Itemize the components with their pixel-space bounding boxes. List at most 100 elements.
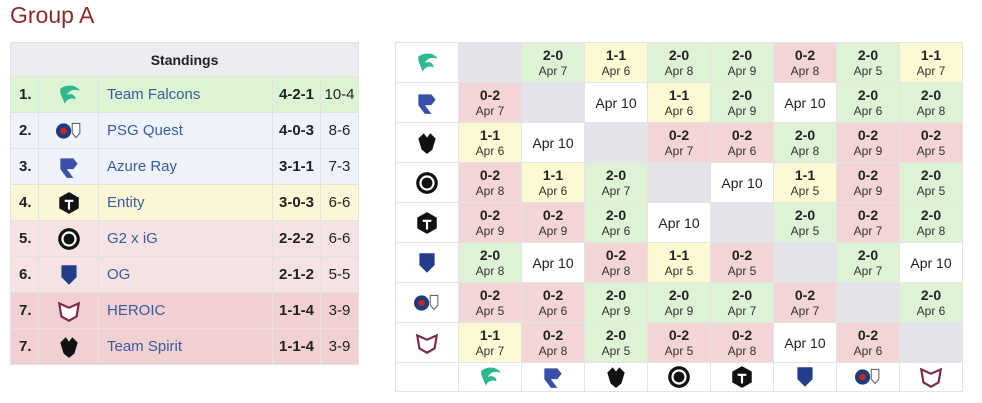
logo-cell [38,76,99,113]
rank: 1. [10,76,39,113]
match-score: 0-2 [794,46,816,63]
match-cell: Apr 10 [521,122,585,163]
map-score: 3-9 [319,328,360,365]
match-cell: 2-0 Apr 7 [584,162,648,203]
team-name[interactable]: OG [98,256,273,293]
team-name[interactable]: HEROIC [98,292,273,329]
team-name[interactable]: PSG Quest [98,112,273,149]
row-logo [395,282,459,323]
team-logo [418,93,436,114]
rank: 4. [10,184,39,221]
match-cell: 0-2 Apr 8 [773,42,837,83]
match-cell: 0-2 Apr 6 [836,322,900,363]
match-score: 1-1 [479,326,501,343]
match-cell: 2-0 Apr 8 [899,202,963,243]
match-score: 1-1 [668,246,690,263]
match-date: Apr 10 [532,254,574,271]
match-score: 2-0 [605,326,627,343]
team-logo [855,368,880,385]
match-cell: 0-2 Apr 7 [647,122,711,163]
match-date: Apr 6 [853,103,883,118]
match-date: Apr 10 [784,94,826,111]
match-date: Apr 9 [727,103,757,118]
match-score: 2-0 [857,86,879,103]
team-logo [419,252,435,273]
team-logo [417,211,437,234]
match-score: 0-2 [731,126,753,143]
match-date: Apr 10 [658,214,700,231]
logo-cell [38,256,99,293]
match-score: 0-2 [920,126,942,143]
match-cell: 2-0 Apr 7 [521,42,585,83]
team-name[interactable]: Azure Ray [98,148,273,185]
match-cell: 0-2 Apr 5 [647,322,711,363]
match-score: 2-0 [605,206,627,223]
logo-cell [38,184,99,221]
standings-row: 6. OG 2-1-2 5-5 [10,256,360,293]
match-date: Apr 7 [475,343,505,358]
team-name[interactable]: G2 x iG [98,220,273,257]
crosstable-row: 1-1 Apr 6 Apr 10 0-2 Apr 7 0-2 Apr 6 2-0 Apr 8 0-… [395,122,963,163]
rank: 2. [10,112,39,149]
match-cell: 1-1 Apr 7 [899,42,963,83]
row-logo [395,42,459,83]
match-date: Apr 5 [790,223,820,238]
match-date: Apr 7 [538,63,568,78]
record: 4-0-3 [272,112,321,149]
match-date: Apr 8 [790,63,820,78]
row-logo [395,202,459,243]
match-cell: 2-0 Apr 7 [710,282,774,323]
match-score: 0-2 [542,206,564,223]
match-score: 2-0 [920,86,942,103]
standings-row: 1. Team Falcons 4-2-1 10-4 [10,76,360,113]
match-score: 1-1 [668,86,690,103]
match-date: Apr 8 [601,263,631,278]
match-date: Apr 5 [601,343,631,358]
match-cell: 0-2 Apr 5 [710,242,774,283]
row-logo [395,122,459,163]
match-date: Apr 10 [532,134,574,151]
self-cell [521,82,585,123]
match-cell: 0-2 Apr 9 [458,202,522,243]
record: 2-1-2 [272,256,321,293]
team-logo [607,367,625,388]
logo-cell [38,148,99,185]
team-name[interactable]: Entity [98,184,273,221]
column-logos [395,362,963,392]
match-score: 2-0 [920,166,942,183]
team-name[interactable]: Team Falcons [98,76,273,113]
col-logo [584,362,648,392]
match-date: Apr 9 [727,63,757,78]
match-cell: 1-1 Apr 6 [521,162,585,203]
match-cell: Apr 10 [773,82,837,123]
team-logo [415,333,439,354]
match-date: Apr 9 [853,183,883,198]
col-logo [521,362,585,392]
crosstable-row: 0-2 Apr 5 0-2 Apr 6 2-0 Apr 9 2-0 Apr 9 2-0 Apr 7… [395,282,963,323]
standings-header: Standings [9,42,360,77]
team-name[interactable]: Team Spirit [98,328,273,365]
team-logo [57,227,80,250]
match-date: Apr 9 [853,143,883,158]
match-score: 0-2 [542,326,564,343]
col-logo [647,362,711,392]
match-score: 0-2 [668,326,690,343]
team-logo [59,336,78,358]
row-logo [395,82,459,123]
match-date: Apr 5 [916,143,946,158]
match-cell: 2-0 Apr 5 [584,322,648,363]
match-score: 2-0 [794,126,816,143]
team-logo [668,366,690,388]
match-cell: 2-0 Apr 5 [899,162,963,203]
match-score: 0-2 [857,126,879,143]
team-logo [59,84,80,104]
match-cell: 0-2 Apr 7 [773,282,837,323]
team-logo [544,368,562,388]
crosstable-row: 0-2 Apr 8 1-1 Apr 6 2-0 Apr 7 Apr 10 1-1 Apr 5 0-… [395,162,963,203]
team-logo [919,367,943,388]
match-date: Apr 8 [664,63,694,78]
match-date: Apr 8 [727,343,757,358]
match-score: 2-0 [731,286,753,303]
team-logo [57,301,80,322]
